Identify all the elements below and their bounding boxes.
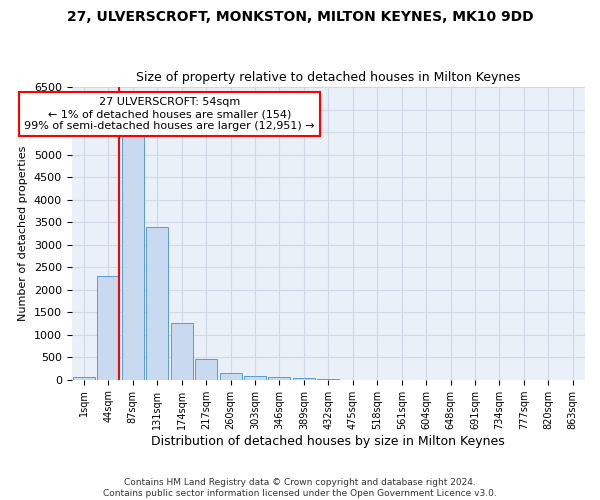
X-axis label: Distribution of detached houses by size in Milton Keynes: Distribution of detached houses by size … — [151, 434, 505, 448]
Bar — [73, 377, 95, 380]
Bar — [97, 276, 119, 380]
Y-axis label: Number of detached properties: Number of detached properties — [19, 146, 28, 321]
Text: 27 ULVERSCROFT: 54sqm
← 1% of detached houses are smaller (154)
99% of semi-deta: 27 ULVERSCROFT: 54sqm ← 1% of detached h… — [24, 98, 315, 130]
Bar — [171, 324, 193, 380]
Bar — [268, 378, 290, 380]
Title: Size of property relative to detached houses in Milton Keynes: Size of property relative to detached ho… — [136, 72, 521, 85]
Text: Contains HM Land Registry data © Crown copyright and database right 2024.
Contai: Contains HM Land Registry data © Crown c… — [103, 478, 497, 498]
Bar — [122, 100, 144, 380]
Bar — [293, 378, 315, 380]
Bar — [220, 373, 242, 380]
Bar — [146, 226, 168, 380]
Bar — [244, 376, 266, 380]
Text: 27, ULVERSCROFT, MONKSTON, MILTON KEYNES, MK10 9DD: 27, ULVERSCROFT, MONKSTON, MILTON KEYNES… — [67, 10, 533, 24]
Bar — [195, 360, 217, 380]
